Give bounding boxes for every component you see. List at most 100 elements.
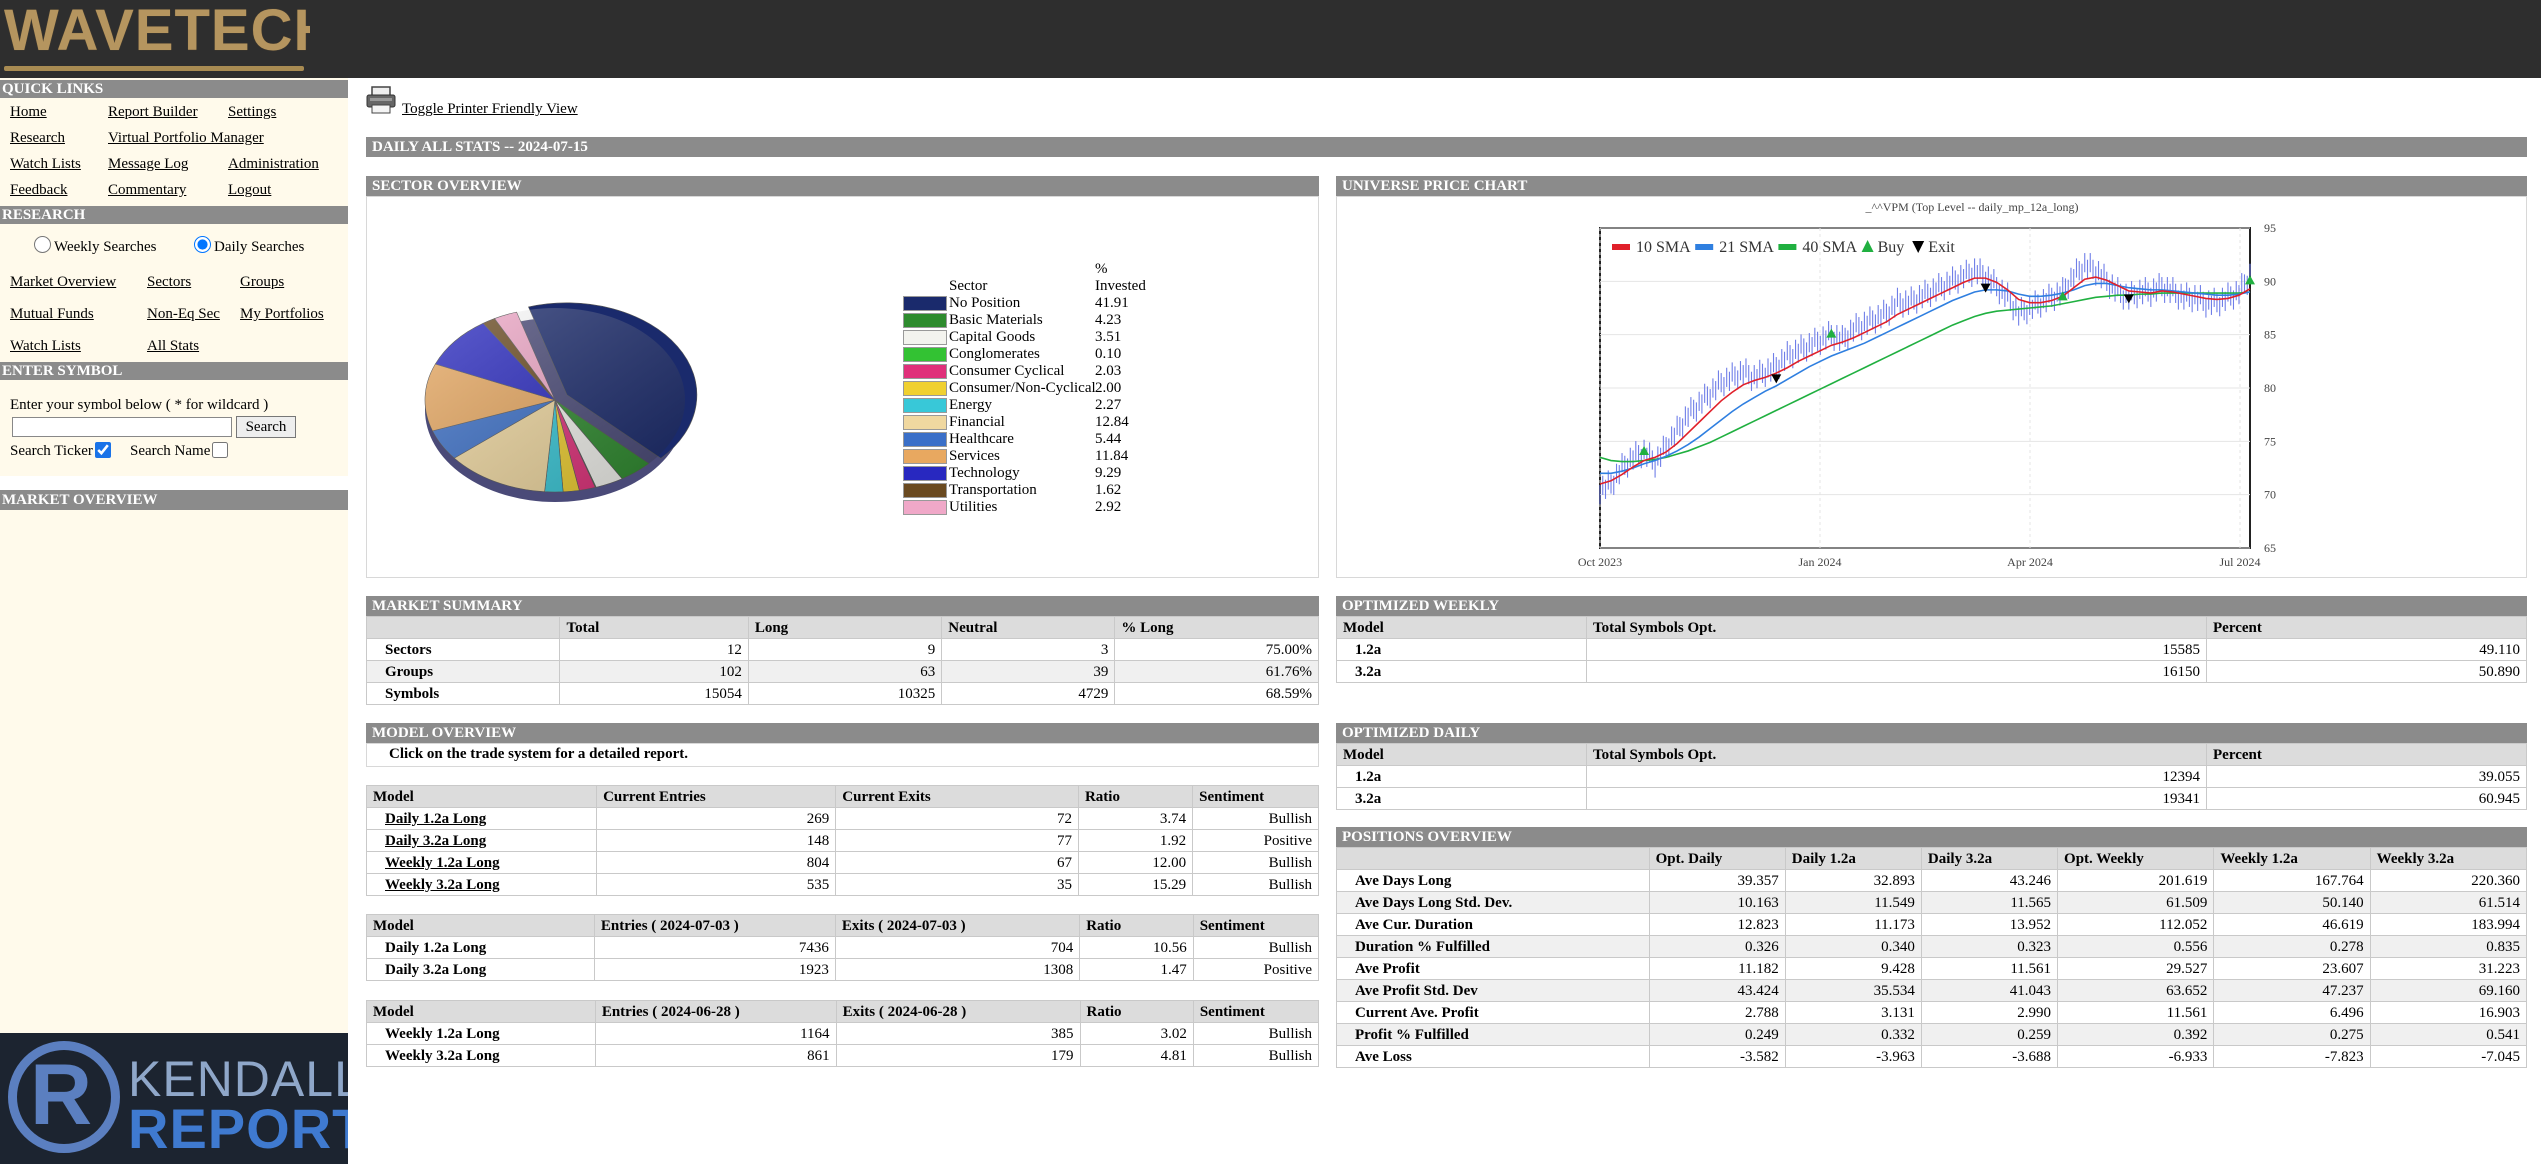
quick-link-research[interactable]: Research xyxy=(10,130,65,146)
table-cell: 0.275 xyxy=(2213,1023,2371,1046)
legend-swatch xyxy=(903,398,947,413)
legend-row: Consumer/Non-Cyclical 2.00 xyxy=(903,380,1163,397)
table-cell: 3.02 xyxy=(1079,1022,1194,1045)
model-link[interactable]: Weekly 1.2a Long xyxy=(385,854,500,871)
table-row: Weekly 3.2a Long 535 35 15.29 Bullish xyxy=(365,873,1319,896)
column-header: Model xyxy=(1336,743,1587,766)
buy-marker xyxy=(1826,328,1837,338)
daily-searches-radio[interactable] xyxy=(194,236,211,253)
table-cell: 0.835 xyxy=(2369,935,2528,958)
column-header: Daily 1.2a xyxy=(1784,847,1922,870)
table-cell: 1.92 xyxy=(1077,829,1194,852)
table-row: Ave Cur. Duration 12.823 11.173 13.952 112.0… xyxy=(1336,913,2528,936)
top-banner: WAVETECH xyxy=(0,0,2541,78)
row-label: Daily 3.2a Long xyxy=(366,958,595,981)
column-header: Entries ( 2024-06-28 ) xyxy=(594,1000,837,1023)
table-cell: Bullish xyxy=(1192,1044,1320,1067)
table-cell: 15054 xyxy=(559,682,749,705)
printer-icon[interactable] xyxy=(366,86,396,119)
table-cell: 6.496 xyxy=(2213,1001,2371,1024)
column-header: Daily 3.2a xyxy=(1920,847,2059,870)
table-cell: 61.509 xyxy=(2057,891,2215,914)
table-cell: 12394 xyxy=(1586,765,2207,788)
search-ticker-option[interactable]: Search Ticker xyxy=(10,442,111,460)
research-link-all-stats[interactable]: All Stats xyxy=(147,338,200,354)
search-ticker-checkbox[interactable] xyxy=(94,442,111,458)
quick-link-virtual-portfolio-manager[interactable]: Virtual Portfolio Manager xyxy=(108,130,264,146)
legend-label: Buy xyxy=(1878,239,1905,256)
column-header: Ratio xyxy=(1079,914,1194,937)
research-link-watch-lists[interactable]: Watch Lists xyxy=(10,338,81,354)
quick-link-home[interactable]: Home xyxy=(10,104,47,120)
column-header: Model xyxy=(366,1000,596,1023)
quick-link-logout[interactable]: Logout xyxy=(228,182,272,198)
column-header: Percent xyxy=(2206,743,2527,766)
legend-swatch xyxy=(903,364,947,379)
table-cell: 75.00% xyxy=(1114,638,1319,661)
table-cell: -6.933 xyxy=(2057,1045,2215,1068)
column-header: Sentiment xyxy=(1192,1000,1320,1023)
table-cell: 535 xyxy=(596,873,837,896)
table-cell: 12.823 xyxy=(1648,913,1786,936)
research-link-mutual-funds[interactable]: Mutual Funds xyxy=(10,306,94,322)
pie-gloss xyxy=(425,308,685,492)
model-link[interactable]: Weekly 3.2a Long xyxy=(385,876,500,893)
model-overview-header: MODEL OVERVIEW xyxy=(366,723,1319,743)
quick-link-commentary[interactable]: Commentary xyxy=(108,182,187,198)
symbol-search-input[interactable] xyxy=(12,417,232,437)
table-header-row: Model Total Symbols Opt. Percent xyxy=(1336,743,2527,766)
research-link-my-portfolios[interactable]: My Portfolios xyxy=(240,306,324,322)
legend-line-swatch xyxy=(1778,244,1797,250)
model-link[interactable]: Daily 3.2a Long xyxy=(385,832,487,849)
table-cell: 704 xyxy=(834,936,1081,959)
model-cell: Daily 1.2a Long xyxy=(365,807,598,830)
weekly-searches-option[interactable]: Weekly Searches xyxy=(34,236,157,256)
exit-marker xyxy=(1771,374,1782,384)
table-cell: 0.278 xyxy=(2213,935,2371,958)
legend-sector-name: Financial xyxy=(949,414,1005,430)
table-cell: 1.47 xyxy=(1079,958,1194,981)
legend-sector-name: Consumer Cyclical xyxy=(949,363,1065,379)
optimized-daily-table: Model Total Symbols Opt. Percent 1.2a 12394 3… xyxy=(1336,743,2527,810)
research-link-non-eq-sec[interactable]: Non-Eq Sec xyxy=(147,306,220,322)
quick-link-settings[interactable]: Settings xyxy=(228,104,277,120)
kendall-report-logo[interactable]: R KENDALL REPORT xyxy=(0,1033,348,1164)
table-cell: 39 xyxy=(941,660,1116,683)
daily-searches-option[interactable]: Daily Searches xyxy=(194,236,304,256)
legend-header-percent: % xyxy=(1095,261,1108,277)
quick-link-feedback[interactable]: Feedback xyxy=(10,182,68,198)
table-header-row: Model Entries ( 2024-06-28 ) Exits ( 2024-… xyxy=(366,1000,1320,1023)
weekly-searches-radio[interactable] xyxy=(34,236,51,253)
legend-row: Financial 12.84 xyxy=(903,414,1163,431)
column-header: Long xyxy=(747,616,943,639)
search-name-option[interactable]: Search Name xyxy=(130,442,229,460)
table-row: Ave Profit Std. Dev 43.424 35.534 41.043 63.… xyxy=(1336,979,2528,1002)
wavetech-logo[interactable]: WAVETECH xyxy=(4,0,310,76)
toggle-printer-view-link[interactable]: Toggle Printer Friendly View xyxy=(402,101,578,117)
legend-row: Conglomerates 0.10 xyxy=(903,346,1163,363)
column-header: Weekly 1.2a xyxy=(2213,847,2371,870)
row-label: Daily 1.2a Long xyxy=(366,936,595,959)
research-link-sectors[interactable]: Sectors xyxy=(147,274,192,290)
quick-link-watch-lists[interactable]: Watch Lists xyxy=(10,156,81,172)
table-header-row: Model Entries ( 2024-07-03 ) Exits ( 2024-… xyxy=(366,914,1320,937)
table-row: Symbols 15054 10325 4729 68.59% xyxy=(365,682,1319,705)
model-link[interactable]: Daily 1.2a Long xyxy=(385,810,487,827)
weekly-searches-label: Weekly Searches xyxy=(54,239,157,255)
symbol-search-button[interactable]: Search xyxy=(236,416,296,438)
quick-link-report-builder[interactable]: Report Builder xyxy=(108,104,198,120)
research-link-groups[interactable]: Groups xyxy=(240,274,285,290)
research-link-market-overview[interactable]: Market Overview xyxy=(10,274,117,290)
legend-swatch xyxy=(903,466,947,481)
quick-link-message-log[interactable]: Message Log xyxy=(108,156,189,172)
search-name-checkbox[interactable] xyxy=(212,442,229,458)
table-cell: 29.527 xyxy=(2057,957,2215,980)
column-header: Model xyxy=(1336,616,1587,639)
table-cell: Bullish xyxy=(1192,936,1320,959)
table-row: Daily 3.2a Long 1923 1308 1.47 Positive xyxy=(366,958,1320,981)
legend-sector-name: Energy xyxy=(949,397,993,413)
x-tick-label: Oct 2023 xyxy=(1578,555,1622,569)
table-row: Weekly 1.2a Long 804 67 12.00 Bullish xyxy=(365,851,1319,874)
quick-link-administration[interactable]: Administration xyxy=(228,156,319,172)
table-cell: 1923 xyxy=(593,958,836,981)
